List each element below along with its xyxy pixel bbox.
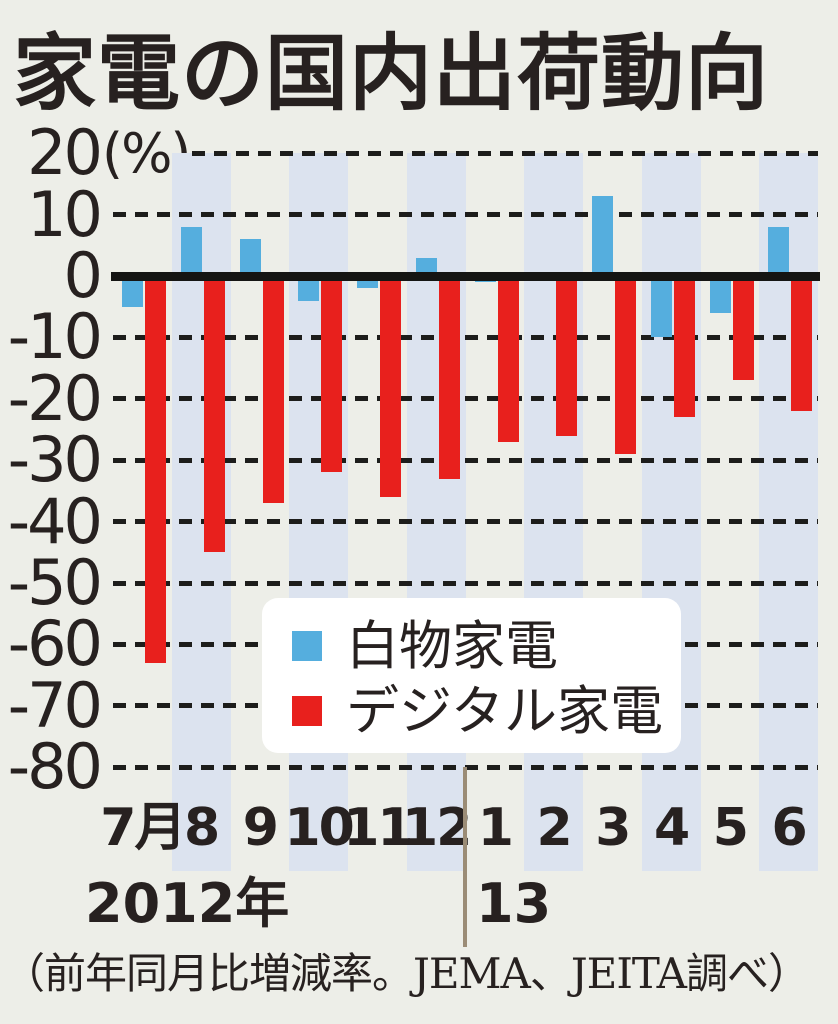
- x-tick-label: 5: [712, 798, 749, 858]
- chart-title: 家電の国内出荷動向: [13, 25, 769, 122]
- bar-digital-2012-09: [262, 276, 284, 504]
- legend-swatch-digital: [292, 696, 322, 726]
- bar-digital-2012-11: [380, 276, 401, 498]
- month-stripe: [289, 153, 348, 871]
- gridline--40: [113, 519, 818, 525]
- x-tick-label: 11: [343, 798, 413, 858]
- month-stripe: [524, 153, 583, 871]
- x-tick-label: 1: [477, 798, 514, 858]
- y-tick-label: -10: [7, 300, 103, 374]
- bar-digital-2013-03: [615, 276, 636, 455]
- y-tick-label: 20: [27, 116, 103, 190]
- bar-white-goods-2013-06: [768, 226, 790, 276]
- gridline--10: [113, 334, 818, 340]
- gridline--30: [113, 457, 818, 463]
- x-tick-label: 9: [242, 798, 279, 858]
- x-tick-label: 8: [184, 798, 220, 858]
- year-label-2012: 2012年: [85, 872, 290, 935]
- x-tick-label: 4: [654, 798, 690, 858]
- bar-white-goods-2013-05: [709, 276, 731, 313]
- y-tick-label: -30: [7, 423, 103, 497]
- legend-swatch-white-goods: [292, 631, 322, 661]
- bar-white-goods-2012-12: [415, 257, 437, 276]
- y-tick-label: -50: [7, 546, 103, 619]
- bar-digital-2012-12: [438, 276, 460, 479]
- gridline-10: [113, 212, 818, 218]
- bar-white-goods-2012-08: [180, 226, 202, 276]
- legend-item-white-goods: 白物家電: [292, 620, 558, 673]
- zero-axis-line: [111, 271, 820, 281]
- legend-box: 白物家電 デジタル家電: [262, 598, 681, 753]
- bar-digital-2013-06: [791, 276, 813, 412]
- bar-digital-2013-04: [673, 276, 695, 418]
- x-tick-label: 10: [284, 798, 354, 858]
- year-divider-line: [463, 767, 467, 947]
- x-tick-label: 2: [536, 798, 573, 858]
- y-tick-label: 0: [63, 239, 103, 312]
- bar-white-goods-2012-07: [122, 276, 143, 307]
- month-stripe: [641, 153, 701, 871]
- bar-digital-2012-07: [145, 276, 166, 663]
- bar-white-goods-2013-04: [650, 276, 672, 338]
- bar-digital-2012-08: [203, 276, 225, 553]
- y-tick-label: -70: [7, 668, 103, 742]
- source-caption: （前年同月比増減率。JEMA、JEITA調べ）: [3, 949, 810, 998]
- bar-digital-2013-02: [556, 276, 578, 436]
- x-tick-label: 7月: [100, 798, 186, 858]
- bar-digital-2013-05: [732, 276, 754, 381]
- bar-white-goods-2013-03: [592, 196, 613, 276]
- legend-label-white-goods: 白物家電: [346, 615, 558, 677]
- gridline--20: [113, 396, 818, 402]
- x-tick-label: 12: [401, 798, 472, 858]
- legend-item-digital: デジタル家電: [292, 685, 663, 738]
- y-tick-label: -60: [7, 607, 103, 681]
- x-tick-label: 3: [595, 798, 631, 858]
- y-tick-label: -40: [7, 484, 103, 558]
- gridline-20: [192, 150, 818, 156]
- y-tick-label: -20: [7, 361, 103, 435]
- y-tick-label: 10: [27, 177, 103, 251]
- bar-digital-2013-01: [497, 276, 519, 442]
- gridline--50: [113, 580, 818, 586]
- x-tick-label: 6: [771, 798, 808, 858]
- bar-digital-2012-10: [321, 276, 343, 473]
- bar-white-goods-2012-10: [298, 276, 320, 301]
- legend-label-digital: デジタル家電: [346, 680, 663, 742]
- bar-white-goods-2012-09: [239, 239, 261, 276]
- year-label-13: 13: [476, 872, 552, 935]
- y-tick-label: -80: [7, 730, 103, 804]
